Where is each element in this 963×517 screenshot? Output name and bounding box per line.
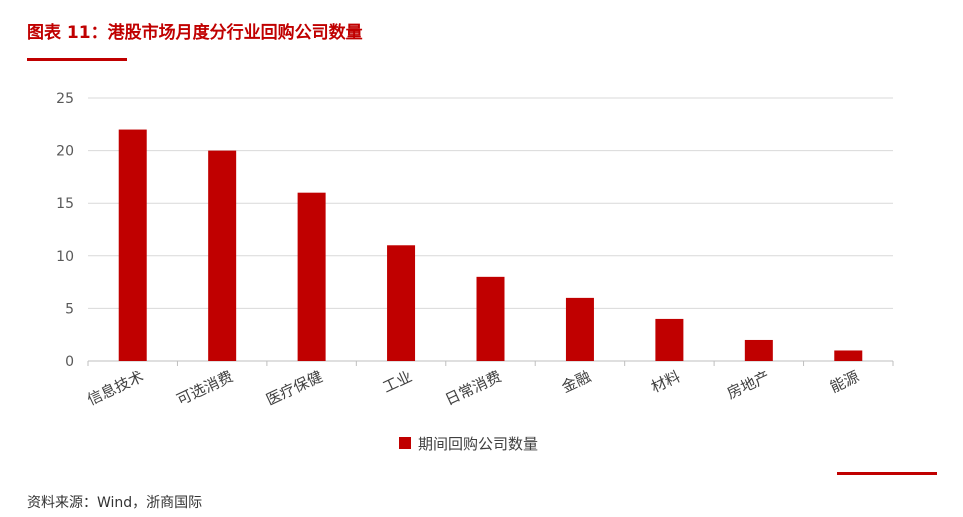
bar	[476, 276, 505, 361]
x-axis-labels: 信息技术 可选消费 医疗保健 工业 日常消费 金融 材料 房地产 能源	[84, 367, 862, 409]
bar	[297, 192, 326, 361]
x-category-label: 信息技术	[84, 367, 146, 409]
x-category-label: 工业	[380, 367, 415, 396]
x-category-label: 可选消费	[174, 367, 236, 409]
bars	[87, 129, 894, 366]
source-note: 资料来源：Wind，浙商国际	[27, 495, 203, 511]
y-axis-ticks: 0 5 10 15 20 25	[56, 91, 74, 370]
x-category-label: 医疗保健	[263, 367, 325, 409]
bar	[565, 297, 594, 361]
y-tick-label: 10	[56, 249, 74, 265]
bar	[387, 245, 416, 361]
x-category-label: 房地产	[724, 367, 772, 402]
y-tick-label: 15	[56, 196, 74, 212]
legend-label: 期间回购公司数量	[418, 435, 538, 453]
x-category-label: 金融	[559, 367, 594, 396]
y-tick-label: 25	[56, 91, 74, 107]
x-category-label: 材料	[648, 367, 683, 396]
bar	[834, 350, 863, 361]
legend-swatch	[399, 437, 411, 449]
y-tick-label: 20	[56, 144, 74, 160]
x-category-label: 日常消费	[442, 367, 504, 409]
footer-rule	[837, 472, 937, 475]
bar-chart: 0 5 10 15 20 25 信息技术 可选消费 医疗保健 工业 日常消费 金融 材料 房地产 能源 期…	[56, 91, 894, 453]
x-category-label: 能源	[827, 367, 862, 396]
legend: 期间回购公司数量	[399, 435, 538, 453]
title-underline	[27, 58, 127, 61]
bar	[208, 150, 237, 361]
bar	[118, 129, 147, 361]
chart-title: 图表 11：港股市场月度分行业回购公司数量	[27, 23, 363, 43]
y-tick-label: 0	[65, 354, 74, 370]
y-tick-label: 5	[65, 301, 74, 317]
bar	[744, 339, 773, 361]
bar	[655, 318, 684, 361]
